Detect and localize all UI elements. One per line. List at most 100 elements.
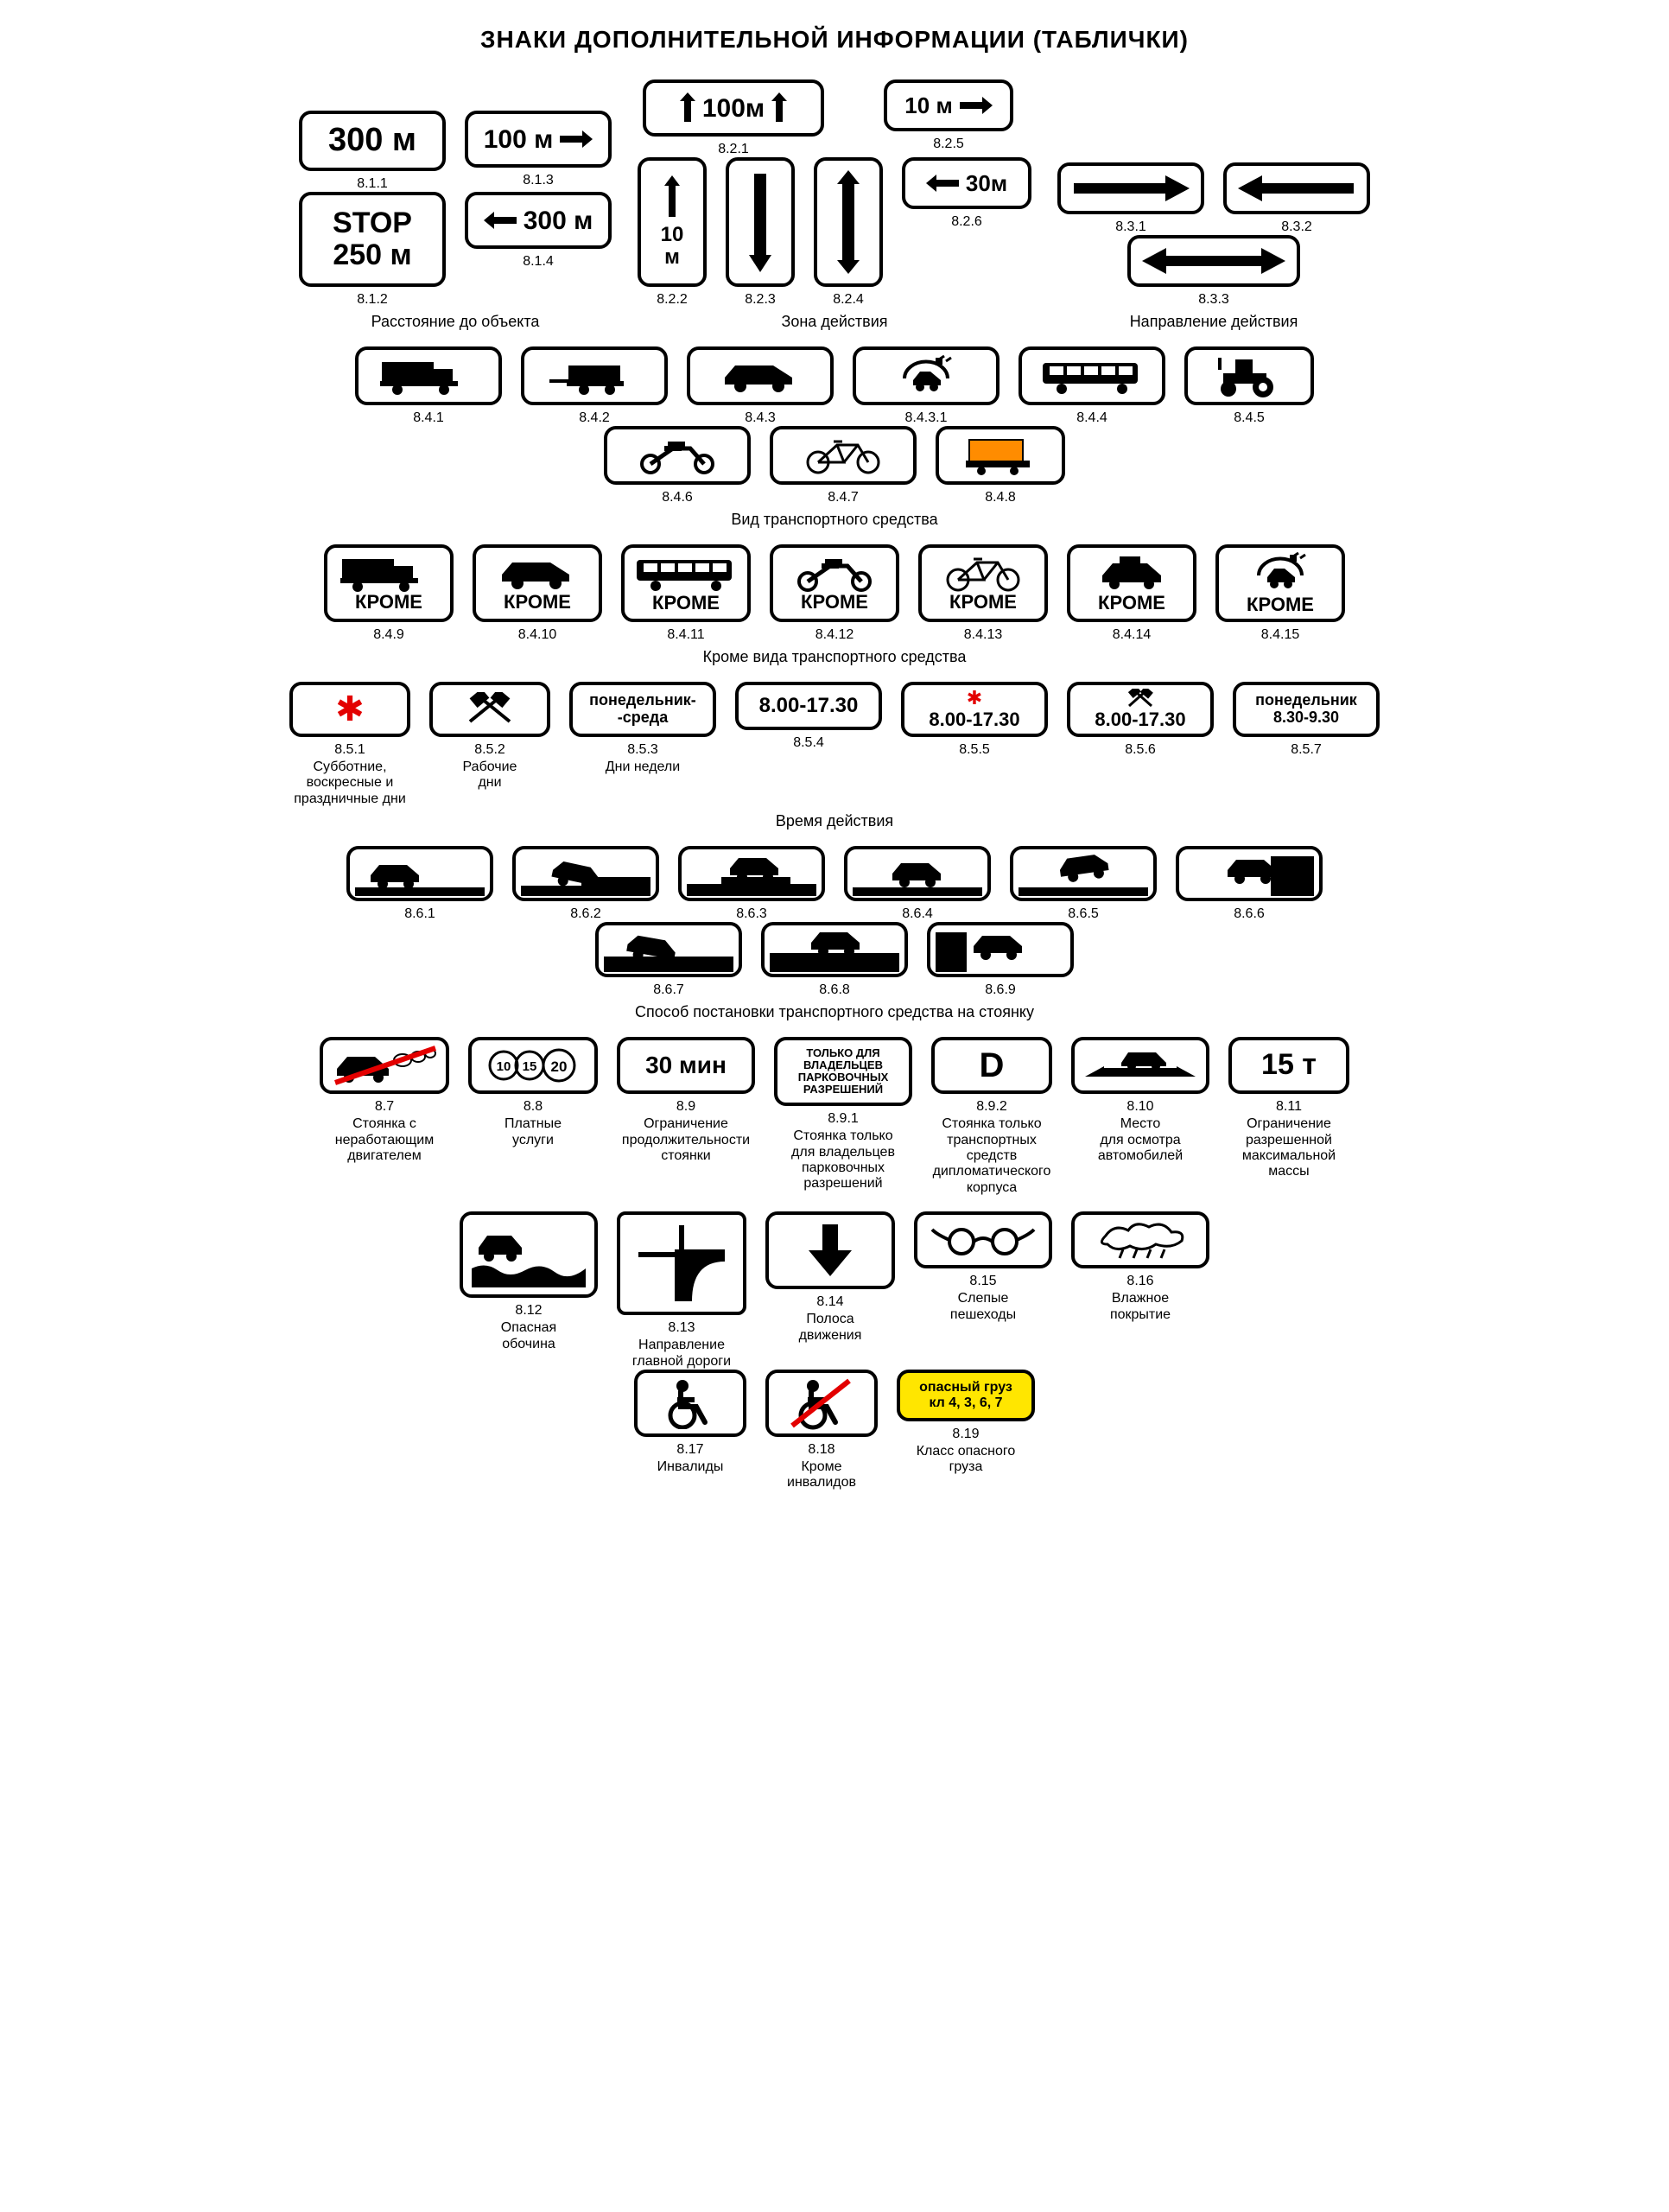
sign-plate: 101520: [468, 1037, 598, 1094]
sign-plate: [634, 1370, 746, 1437]
sign-8.4.2: 8.4.2: [521, 346, 668, 426]
sign-plate: [936, 426, 1065, 485]
sign-code: 8.13: [668, 1320, 695, 1336]
sign-8.5.6: 8.00-17.308.5.6: [1067, 682, 1214, 758]
sign-code: 8.2.3: [745, 292, 776, 308]
sign-plate: 30м: [902, 157, 1031, 209]
sign-8.4.12: КРОМЕ 8.4.12: [770, 544, 899, 643]
sign-desc: Класс опасного груза: [917, 1444, 1016, 1476]
sign-8.4.7: 8.4.7: [770, 426, 917, 505]
sign-8.17: 8.17Инвалиды: [634, 1370, 746, 1475]
sign-8.5.4: 8.00-17.308.5.4: [735, 682, 882, 751]
sign-8.11: 15 т8.11Ограничение разрешенной максимал…: [1228, 1037, 1349, 1180]
group-caption: Расстояние до объекта: [299, 313, 612, 331]
sign-plate: ТОЛЬКО ДЛЯ ВЛАДЕЛЬЦЕВ ПАРКОВОЧНЫХ РАЗРЕШ…: [774, 1037, 912, 1106]
sign-8.4.3: 8.4.3: [687, 346, 834, 426]
sign-plate: 300 м: [465, 192, 612, 249]
sign-8.5.1: ✱8.5.1Субботние, воскресные и праздничны…: [289, 682, 410, 807]
sign-8.2.4: 8.2.4: [814, 157, 883, 308]
sign-plate: D: [931, 1037, 1052, 1094]
sign-plate: [1127, 235, 1300, 287]
sign-8.2.3: 8.2.3: [726, 157, 795, 308]
sign-8.5.7: понедельник 8.30-9.308.5.7: [1233, 682, 1380, 758]
sign-desc: Направление главной дороги: [632, 1338, 731, 1370]
sign-code: 8.1.2: [357, 292, 388, 308]
sign-plate: КРОМЕ: [770, 544, 899, 622]
sign-8.4.11: КРОМЕ8.4.11: [621, 544, 751, 643]
sign-code: 8.9: [676, 1099, 695, 1115]
sign-code: 8.19: [952, 1427, 979, 1442]
sign-plate: [460, 1211, 598, 1298]
sign-plate: [1057, 162, 1204, 214]
sign-8.4.13: КРОМЕ8.4.13: [918, 544, 1048, 643]
sign-8.18: 8.18Кроме инвалидов: [765, 1370, 878, 1491]
sign-8.4.1: 8.4.1: [355, 346, 502, 426]
sign-code: 8.6.9: [985, 982, 1016, 998]
sign-code: 8.4.3.1: [905, 410, 948, 426]
sign-8.3.3: 8.3.3: [1136, 235, 1291, 308]
sign-code: 8.4.9: [373, 627, 404, 643]
sign-8.1.1: 300 м8.1.1: [299, 111, 446, 192]
sign-plate: КРОМЕ: [1215, 544, 1345, 622]
sign-plate: [355, 346, 502, 405]
sign-code: 8.6.3: [736, 906, 767, 922]
sign-code: 8.9.1: [828, 1111, 859, 1127]
sign-plate: [595, 922, 742, 977]
sign-desc: Стоянка только для владельцев парковочны…: [791, 1128, 895, 1192]
sign-plate: [320, 1037, 449, 1094]
sign-plate: 100м: [643, 79, 824, 137]
sign-plate: 10 м: [884, 79, 1013, 131]
sign-code: 8.8: [524, 1099, 543, 1115]
svg-text:15: 15: [523, 1059, 537, 1074]
sign-desc: Дни недели: [606, 760, 680, 775]
sign-8.4.10: КРОМЕ8.4.10: [473, 544, 602, 643]
sign-code: 8.2.1: [718, 142, 749, 157]
sign-8.19: опасный груз кл 4, 3, 6, 78.19Класс опас…: [897, 1370, 1035, 1476]
sign-8.14: 8.14Полоса движения: [765, 1211, 895, 1344]
sign-code: 8.9.2: [976, 1099, 1007, 1115]
sign-8.2.5: 10 м8.2.5: [884, 79, 1013, 152]
sign-catalog: 300 м8.1.1100 м8.1.3STOP 250 м8.1.2300 м…: [17, 79, 1652, 1491]
sign-desc: Влажное покрытие: [1110, 1291, 1171, 1323]
sign-plate: [761, 922, 908, 977]
sign-8.6.4: 8.6.4: [844, 846, 991, 922]
sign-code: 8.2.6: [951, 214, 982, 230]
sign-code: 8.4.2: [579, 410, 610, 426]
sign-8.4.4: 8.4.4: [1019, 346, 1165, 426]
sign-8.15: 8.15Слепые пешеходы: [914, 1211, 1052, 1323]
sign-code: 8.4.12: [815, 627, 854, 643]
sign-8.6.8: 8.6.8: [761, 922, 908, 998]
sign-plate: 8.00-17.30: [735, 682, 882, 730]
sign-plate: [914, 1211, 1052, 1268]
sign-8.10: 8.10Место для осмотра автомобилей: [1071, 1037, 1209, 1164]
sign-plate: [1071, 1211, 1209, 1268]
sign-code: 8.6.2: [570, 906, 601, 922]
sign-desc: Стоянка с неработающим двигателем: [335, 1116, 434, 1164]
sign-code: 8.4.3: [745, 410, 776, 426]
sign-8.13: 8.13 Направление главной дороги: [617, 1211, 746, 1370]
sign-code: 8.12: [515, 1303, 542, 1319]
sign-plate: 15 т: [1228, 1037, 1349, 1094]
sign-code: 8.4.8: [985, 490, 1016, 505]
sign-8.6.1: 8.6.1: [346, 846, 493, 922]
sign-desc: Место для осмотра автомобилей: [1098, 1116, 1183, 1164]
sign-plate: [770, 426, 917, 485]
sign-code: 8.15: [969, 1274, 996, 1289]
sign-code: 8.4.13: [964, 627, 1002, 643]
sign-code: 8.16: [1126, 1274, 1153, 1289]
sign-desc: Стоянка только транспортных средств дипл…: [933, 1116, 1051, 1196]
sign-8.6.6: 8.6.6: [1176, 846, 1323, 922]
sign-desc: Субботние, воскресные и праздничные дни: [294, 760, 406, 807]
page-title: ЗНАКИ ДОПОЛНИТЕЛЬНОЙ ИНФОРМАЦИИ (ТАБЛИЧК…: [17, 26, 1652, 54]
sign-plate: STOP 250 м: [299, 192, 446, 287]
sign-plate: [1176, 846, 1323, 901]
sign-code: 8.4.7: [828, 490, 859, 505]
sign-8.4.5: 8.4.5: [1184, 346, 1314, 426]
sign-plate: 100 м: [465, 111, 612, 168]
group-caption: Способ постановки транспортного средства…: [17, 1003, 1652, 1021]
sign-code: 8.7: [375, 1099, 394, 1115]
sign-8.6.5: 8.6.5: [1010, 846, 1157, 922]
sign-8.9: 30 мин8.9Ограничение продолжительности с…: [617, 1037, 755, 1164]
sign-code: 8.4.4: [1076, 410, 1107, 426]
group-caption: Вид транспортного средства: [17, 511, 1652, 529]
